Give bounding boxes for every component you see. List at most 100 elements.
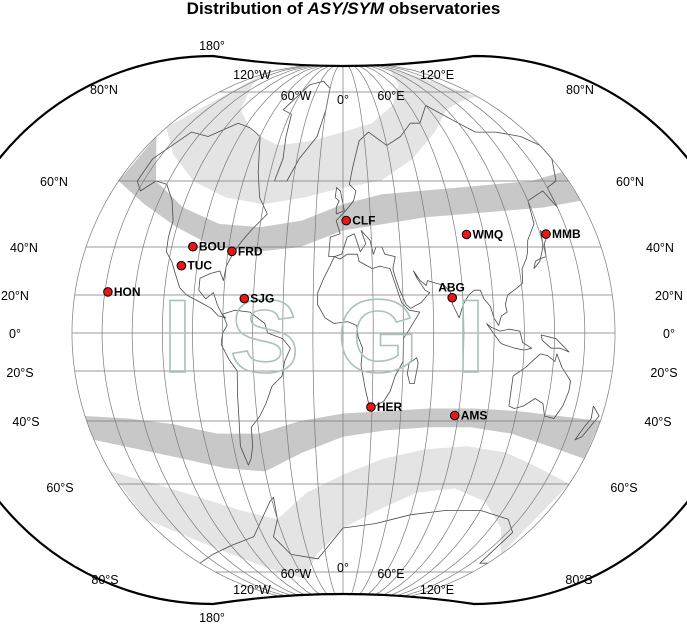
coastline-new-zealand bbox=[574, 405, 600, 441]
lat-label-left: 80°N bbox=[90, 83, 118, 97]
meridian-line bbox=[192, 56, 344, 604]
light-bands bbox=[110, 63, 570, 579]
map-frame bbox=[0, 54, 687, 606]
lat-label-left: 40°N bbox=[10, 241, 38, 255]
coastline-uk bbox=[334, 187, 345, 215]
lon-label-top: 60°E bbox=[377, 89, 404, 103]
lon-label-top: 180° bbox=[199, 39, 225, 53]
station-label: WMQ bbox=[473, 228, 504, 242]
station-marker bbox=[541, 229, 551, 239]
lon-label-top: 0° bbox=[337, 93, 349, 107]
coastline-new-guinea bbox=[540, 334, 570, 353]
station-label: SJG bbox=[250, 292, 274, 306]
station-clf: CLF bbox=[341, 214, 376, 228]
lat-label-right: 40°N bbox=[646, 241, 674, 255]
lon-label-bottom: 60°E bbox=[377, 567, 404, 581]
meridian-line bbox=[282, 56, 344, 604]
lat-label-right: 60°N bbox=[616, 175, 644, 189]
station-bou: BOU bbox=[188, 240, 226, 254]
station-label: CLF bbox=[352, 214, 375, 228]
station-label: AMS bbox=[461, 409, 488, 423]
station-marker bbox=[227, 246, 237, 257]
band-dark-south bbox=[85, 408, 601, 472]
meridian-line bbox=[342, 56, 374, 604]
station-sjg: SJG bbox=[239, 292, 274, 306]
coastline-madagascar bbox=[406, 357, 419, 384]
meridian-line bbox=[342, 56, 525, 604]
station-tuc: TUC bbox=[176, 259, 212, 273]
meridian-line bbox=[131, 56, 344, 604]
axis-labels: 180° 120°W 60°W 0° 60°E 120°E 60°W 0° 60°E 120°W 1… bbox=[1, 39, 683, 625]
meridian-line bbox=[161, 56, 344, 604]
meridian-line bbox=[342, 56, 555, 604]
lon-label-bottom: 120°E bbox=[420, 583, 454, 597]
lat-label-left: 80°S bbox=[91, 573, 118, 587]
station-hon: HON bbox=[103, 285, 141, 299]
band-light-south bbox=[110, 446, 570, 579]
station-marker bbox=[188, 241, 198, 252]
station-ams: AMS bbox=[449, 409, 488, 423]
station-marker bbox=[366, 402, 376, 412]
station-label: MMB bbox=[552, 227, 581, 241]
meridian-line bbox=[222, 56, 344, 604]
title-emphasis: ASY/SYM bbox=[307, 0, 385, 18]
lat-label-left: 40°S bbox=[12, 415, 39, 429]
title-suffix: observatories bbox=[384, 0, 501, 18]
lat-label-right: 20°N bbox=[655, 289, 683, 303]
meridian-line bbox=[252, 56, 344, 604]
station-wmq: WMQ bbox=[461, 228, 504, 242]
coastline-north-america bbox=[136, 122, 268, 319]
station-label: BOU bbox=[199, 240, 226, 254]
coastline-eurasia bbox=[328, 105, 558, 326]
title-prefix: Distribution of bbox=[186, 0, 308, 18]
lat-label-left: 60°S bbox=[46, 481, 73, 495]
station-frd: FRD bbox=[227, 244, 263, 258]
meridian-line bbox=[342, 56, 435, 604]
coastline-greenland bbox=[274, 80, 331, 182]
station-mmb: MMB bbox=[541, 227, 581, 241]
station-label: FRD bbox=[238, 244, 263, 258]
station-marker bbox=[239, 293, 250, 304]
meridian-line bbox=[342, 56, 616, 604]
station-marker bbox=[103, 287, 113, 297]
dark-bands bbox=[85, 136, 601, 472]
station-her: HER bbox=[366, 400, 403, 414]
lon-label-bottom: 60°W bbox=[281, 567, 312, 581]
lat-label-left: 60°N bbox=[40, 175, 68, 189]
lat-label-right: 60°S bbox=[610, 481, 637, 495]
lat-label-left: 20°S bbox=[6, 366, 33, 380]
lat-label-right: 80°S bbox=[565, 573, 592, 587]
map-title: Distribution of ASY/SYM observatories bbox=[0, 0, 687, 18]
station-abg: ABG bbox=[438, 281, 465, 303]
lat-label-right: 80°N bbox=[566, 83, 594, 97]
isgi-watermark: ISGI bbox=[163, 279, 523, 395]
coastline-indonesia bbox=[486, 323, 532, 351]
lon-label-bottom: 0° bbox=[337, 561, 349, 575]
station-marker bbox=[341, 215, 352, 226]
stations-layer: BOU FRD TUC HON SJG CLF WMQ MMB ABG HER AMS bbox=[103, 214, 581, 423]
station-label: HER bbox=[377, 400, 403, 414]
station-marker bbox=[176, 260, 187, 271]
meridian-line bbox=[342, 56, 495, 604]
coastline-arabia-india-link bbox=[413, 270, 418, 279]
lat-label-right: 20°S bbox=[650, 366, 677, 380]
lat-label-right: 40°S bbox=[644, 415, 671, 429]
lon-label-bottom: 120°W bbox=[233, 583, 271, 597]
station-label: TUC bbox=[187, 259, 212, 273]
coastline-australia bbox=[508, 353, 571, 419]
station-label: ABG bbox=[438, 281, 465, 295]
meridian-line bbox=[101, 56, 344, 604]
lon-label-top: 60°W bbox=[281, 89, 312, 103]
station-marker bbox=[461, 229, 472, 240]
meridian-line bbox=[71, 56, 344, 604]
band-light-north bbox=[166, 63, 478, 205]
station-marker bbox=[449, 410, 460, 421]
meridian-line bbox=[312, 56, 344, 604]
lon-label-bottom: 180° bbox=[199, 611, 225, 625]
graticule bbox=[71, 56, 616, 604]
meridian-line bbox=[342, 56, 586, 604]
lat-label-left: 20°N bbox=[1, 289, 29, 303]
station-label: HON bbox=[114, 285, 141, 299]
